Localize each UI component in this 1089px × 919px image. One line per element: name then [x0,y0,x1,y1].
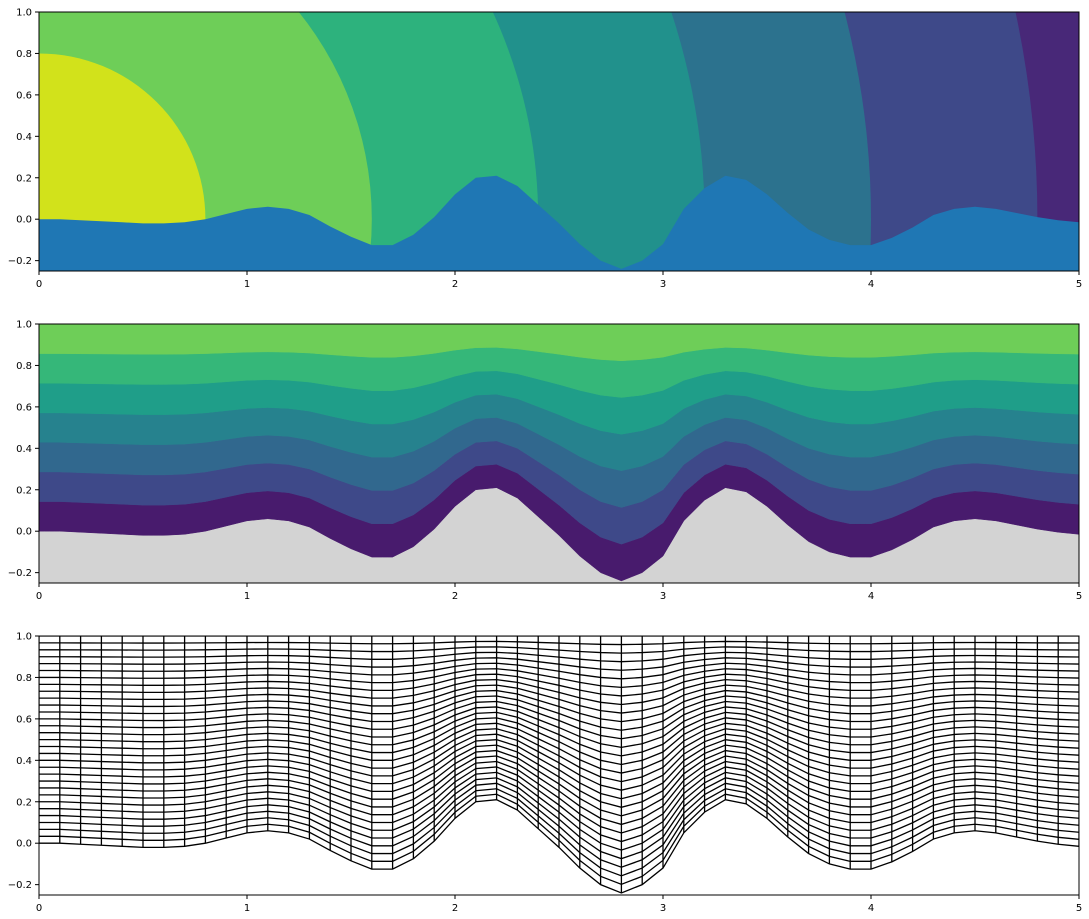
y-tick-label: 1.0 [16,632,32,643]
x-tick-label: 5 [1076,591,1082,602]
mesh-grid-panel: 0 1 2 3 4 5 −0.2 0.0 0.2 0.4 0.6 0.8 1.0 [8,632,1082,915]
x-tick-label: 3 [660,279,666,290]
x-tick-label: 4 [868,591,874,602]
x-tick-label: 5 [1076,903,1082,914]
y-tick-label: 0.6 [16,90,32,101]
y-tick-label: 0.8 [16,673,32,684]
x-tick-label: 1 [244,279,250,290]
y-tick-label: 0.4 [16,444,32,455]
y-tick-label: −0.2 [8,568,32,579]
x-tick-label: 0 [36,591,42,602]
x-tick-label: 2 [452,279,458,290]
x-tick-label: 1 [244,903,250,914]
y-tick-label: 0.4 [16,756,32,767]
x-tick-label: 1 [244,591,250,602]
y-tick-label: 0.8 [16,361,32,372]
x-tick-label: 3 [660,591,666,602]
plot-area [39,636,1079,894]
axes-frame [38,11,1080,272]
y-tick-label: 0.0 [16,215,32,226]
y-tick-label: −0.2 [8,256,32,267]
x-tick-label: 2 [452,591,458,602]
y-tick-label: −0.2 [8,880,32,891]
bottom-fill [39,175,1079,271]
x-tick-label: 4 [868,279,874,290]
x-tick-label: 5 [1076,279,1082,290]
x-tick-label: 0 [36,903,42,914]
plot-area [39,324,1079,583]
layered-contour-panel: 0 1 2 3 4 5 −0.2 0.0 0.2 0.4 0.6 0.8 1.0 [8,320,1082,603]
axes-frame [38,635,1080,896]
x-tick-label: 3 [660,903,666,914]
x-tick-label: 2 [452,903,458,914]
axes-frame [38,323,1080,584]
y-tick-label: 0.4 [16,132,32,143]
y-tick-label: 1.0 [16,8,32,19]
y-tick-label: 0.8 [16,49,32,60]
y-tick-label: 1.0 [16,320,32,331]
y-tick-label: 0.6 [16,714,32,725]
x-tick-label: 4 [868,903,874,914]
contour-band [39,53,206,271]
y-tick-label: 0.0 [16,839,32,850]
contour-band [39,324,1079,361]
y-tick-label: 0.2 [16,485,32,496]
y-tick-label: 0.6 [16,402,32,413]
x-tick-label: 0 [36,279,42,290]
y-tick-label: 0.2 [16,797,32,808]
y-tick-label: 0.0 [16,527,32,538]
y-tick-label: 0.2 [16,173,32,184]
